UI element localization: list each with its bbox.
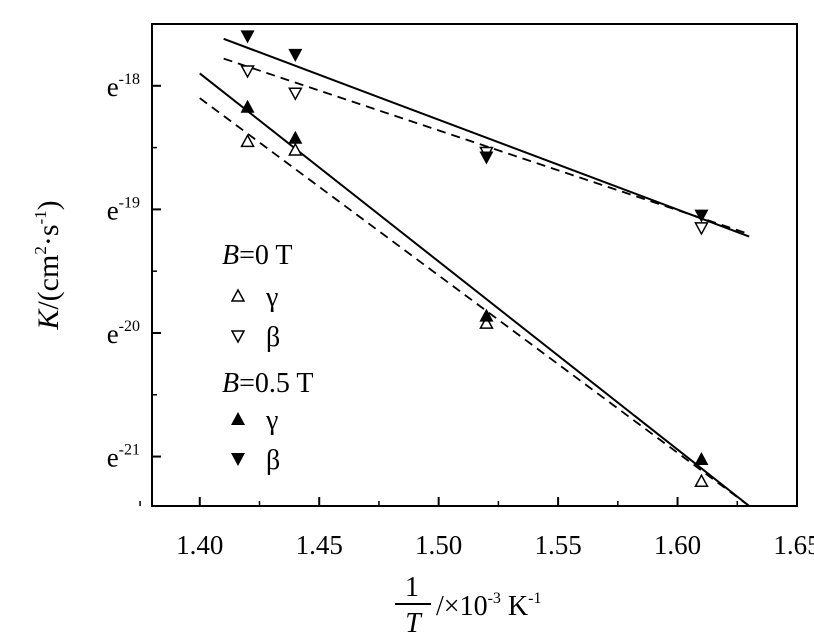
fit-line-0 <box>199 97 750 506</box>
legend: B=0 T γ β B=0.5 T γ β <box>222 240 314 476</box>
x-label-exponent: -3 <box>488 590 501 607</box>
data-point-triangle-down-filled <box>240 30 255 44</box>
y-label-close: ) <box>32 200 65 210</box>
data-point-triangle-up-open <box>694 473 709 488</box>
x-label-unit-prefix: /×10 <box>436 591 488 622</box>
data-point-triangle-up-open <box>288 142 303 156</box>
legend-group-title-0: B=0 T <box>222 240 293 271</box>
data-point-triangle-up-filled <box>479 308 494 322</box>
legend-marker-triangle-up-filled <box>231 412 245 425</box>
x-tick-label: 1.40 <box>176 530 223 560</box>
legend-label-beta-1: β <box>266 445 280 476</box>
x-axis-ticks: 1.40 1.45 1.50 1.55 1.60 1.65 <box>139 497 814 560</box>
data-point-triangle-up-filled <box>694 452 709 466</box>
x-label-unit: /×10-3 K-1 <box>436 590 541 622</box>
data-point-triangle-down-filled <box>479 151 494 165</box>
x-tick-label: 1.60 <box>654 530 701 560</box>
legend-label-beta-0: β <box>266 322 280 353</box>
x-tick-label: 1.50 <box>415 530 462 560</box>
y-tick-label: e-19 <box>107 194 140 225</box>
x-label-numerator: 1 <box>405 572 419 603</box>
y-label-open: /(cm <box>32 255 65 310</box>
fit-line-1 <box>223 57 750 235</box>
data-point-triangle-up-open <box>479 315 494 329</box>
legend-marker-triangle-up-open <box>230 288 246 302</box>
fit-line-3 <box>223 37 750 238</box>
x-label-unit-exp: -1 <box>528 590 541 607</box>
fit-line-2 <box>199 72 750 506</box>
x-label-unit-text: K <box>501 591 528 622</box>
data-point-triangle-down-open <box>694 222 709 236</box>
plot-frame <box>151 23 798 507</box>
y-axis-ticks: e-18 e-19 e-20 e-21 <box>107 23 161 473</box>
legend-marker-triangle-down-open <box>230 330 246 344</box>
y-tick-label: e-20 <box>107 318 140 349</box>
data-point-triangle-down-filled <box>288 48 303 62</box>
y-label-exp-m1: -1 <box>31 210 50 224</box>
data-point-triangle-down-open <box>288 87 303 101</box>
y-label-mid: ·s <box>32 225 65 247</box>
y-axis-label: K/(cm2·s-1) <box>31 200 65 330</box>
x-axis-label: 1 T /×10-3 K-1 <box>395 572 541 639</box>
data-point-triangle-down-open <box>240 65 255 79</box>
x-tick-label: 1.45 <box>296 530 343 560</box>
legend-marker-triangle-down-filled <box>231 453 245 466</box>
legend-group-title-1: B=0.5 T <box>222 368 314 399</box>
y-tick-label: e-18 <box>107 71 140 102</box>
fit-lines <box>199 37 750 506</box>
y-tick-label: e-21 <box>107 442 140 473</box>
data-point-triangle-up-filled <box>288 130 303 144</box>
data-markers <box>240 30 709 488</box>
legend-label-gamma-0: γ <box>265 282 278 313</box>
y-label-symbol: K <box>32 308 65 331</box>
y-label-exp-2: 2 <box>31 246 50 255</box>
x-tick-label: 1.65 <box>773 530 814 560</box>
data-point-triangle-up-filled <box>240 99 255 113</box>
legend-label-gamma-1: γ <box>265 405 278 436</box>
data-point-triangle-down-filled <box>694 209 709 223</box>
x-tick-label: 1.55 <box>534 530 581 560</box>
data-point-triangle-up-open <box>240 133 255 148</box>
x-label-denominator: T <box>405 608 423 639</box>
